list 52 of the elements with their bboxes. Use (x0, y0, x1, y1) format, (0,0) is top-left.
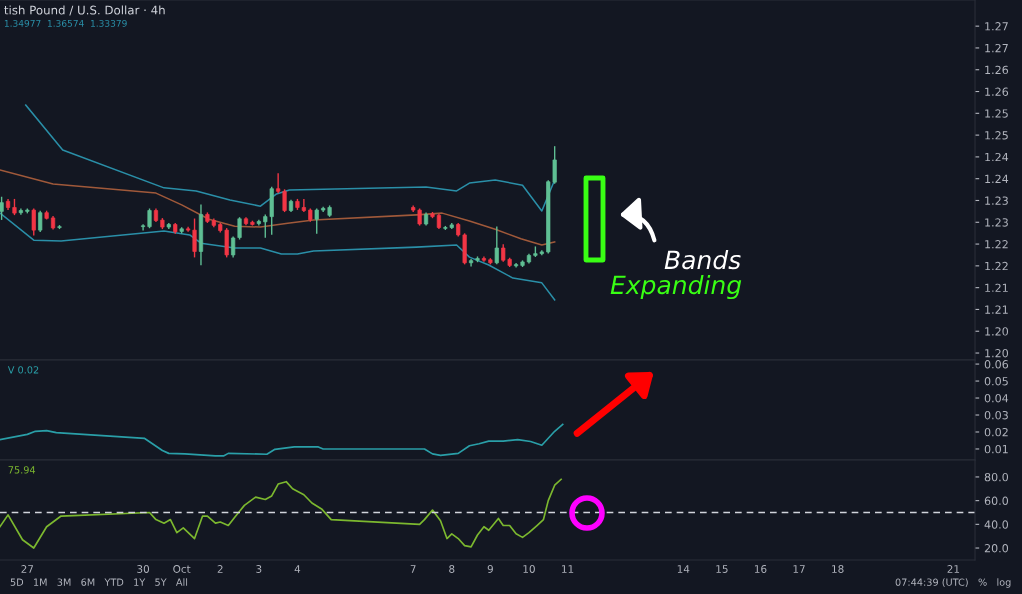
y-tick-label: 0.06 (984, 360, 1009, 369)
y-tick-label: 1.27 (985, 22, 1008, 31)
y-tick-label: 1.25 (985, 109, 1008, 118)
y-tick-label: 60.0 (984, 496, 1009, 506)
y-tick-label: 40.0 (984, 520, 1009, 529)
x-tick-label: 18 (832, 565, 844, 573)
y-tick-label: 1.20 (985, 349, 1009, 358)
x-tick-label: 21 (947, 565, 960, 573)
x-tick-label: 15 (716, 565, 728, 573)
text: V 0.02 (7, 366, 39, 374)
y-tick-label: 1.21 (985, 305, 1008, 314)
y-tick-label: 0.04 (984, 394, 1009, 403)
y-tick-label: 80.0 (984, 472, 1009, 482)
y-tick-label: 1.26 (985, 87, 1009, 96)
y-tick-label: 1.26 (985, 65, 1009, 75)
chart-title: tish Pound / U.S. Dollar · 4h (4, 5, 165, 16)
y-tick-label: 0.02 (984, 427, 1008, 437)
y-tick-label: 1.21 (985, 283, 1008, 292)
text: % log (978, 578, 1011, 588)
x-tick-label: 3 (256, 565, 262, 573)
x-tick-label: 11 (562, 565, 574, 573)
x-tick-label: 27 (21, 565, 34, 573)
x-tick-label: 7 (410, 565, 416, 573)
y-tick-label: 20.0 (984, 544, 1009, 553)
y-tick-label: 1.24 (985, 174, 1009, 183)
text: 07:44:39 (UTC) (895, 578, 968, 587)
x-tick-label: 16 (754, 565, 767, 573)
x-tick-label: 10 (523, 565, 535, 573)
x-tick-label: 9 (487, 565, 493, 573)
y-tick-label: 1.24 (985, 152, 1009, 162)
x-tick-label: Oct (173, 565, 191, 573)
x-tick-label: 14 (677, 565, 690, 573)
annotation: Expanding (610, 274, 742, 300)
y-tick-label: 1.20 (985, 327, 1009, 336)
text: 1.34977 1.36574 1.33379 (4, 19, 127, 27)
x-tick-label: 2 (217, 565, 223, 573)
y-tick-label: 0.01 (984, 444, 1008, 454)
y-tick-label: 0.05 (984, 377, 1008, 386)
y-tick-label: 0.03 (984, 410, 1008, 420)
x-tick-label: 8 (449, 565, 455, 573)
y-tick-label: 1.23 (985, 218, 1008, 227)
x-tick-label: 4 (294, 565, 301, 573)
text: 5D 1M 3M 6M YTD 1Y 5Y All (10, 578, 188, 586)
x-tick-label: 17 (793, 565, 805, 573)
annotation: Bands (664, 249, 741, 270)
x-tick-label: 30 (137, 565, 150, 573)
y-tick-label: 1.23 (985, 196, 1008, 205)
text: 75.94 (8, 466, 36, 474)
y-tick-label: 1.27 (985, 43, 1008, 53)
y-tick-label: 1.25 (985, 131, 1008, 140)
y-tick-label: 1.22 (985, 240, 1008, 249)
y-tick-label: 1.22 (985, 261, 1008, 271)
